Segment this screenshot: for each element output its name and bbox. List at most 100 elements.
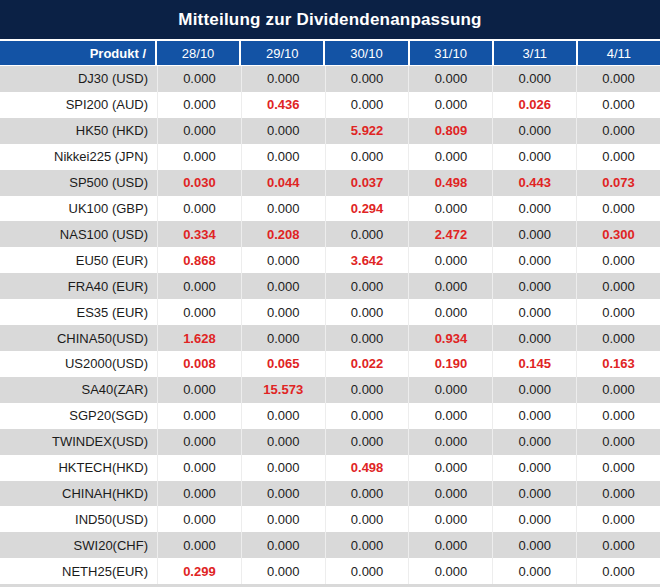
value-cell: 0.294 — [325, 196, 409, 222]
value-cell: 0.000 — [408, 273, 492, 299]
value-cell: 0.000 — [157, 506, 241, 532]
value-cell: 0.000 — [241, 403, 325, 429]
value-cell: 0.000 — [408, 481, 492, 507]
value-cell: 0.000 — [408, 532, 492, 558]
value-cell: 0.037 — [325, 170, 409, 196]
date-column-header: 3/11 — [494, 41, 576, 65]
product-cell: CHINAH(HKD) — [0, 481, 157, 507]
value-cell: 0.000 — [576, 273, 660, 299]
value-cell: 0.000 — [408, 377, 492, 403]
value-cell: 0.000 — [241, 325, 325, 351]
value-cell: 0.809 — [408, 118, 492, 144]
product-cell: TWINDEX(USD) — [0, 429, 157, 455]
value-cell: 0.000 — [241, 273, 325, 299]
table-row: SA40(ZAR)0.00015.5730.0000.0000.0000.000 — [0, 377, 660, 403]
table-row: UK100 (GBP)0.0000.0000.2940.0000.0000.00… — [0, 196, 660, 222]
product-cell: DJ30 (USD) — [0, 66, 157, 92]
value-cell: 0.000 — [325, 299, 409, 325]
value-cell: 0.000 — [241, 196, 325, 222]
value-cell: 0.000 — [325, 481, 409, 507]
value-cell: 0.000 — [576, 403, 660, 429]
table-row: TWINDEX(USD)0.0000.0000.0000.0000.0000.0… — [0, 429, 660, 455]
table-row: EU50 (EUR)0.8680.0003.6420.0000.0000.000 — [0, 247, 660, 273]
value-cell: 0.000 — [492, 481, 576, 507]
value-cell: 0.000 — [576, 196, 660, 222]
table-row: NAS100 (USD)0.3340.2080.0002.4720.0000.3… — [0, 221, 660, 247]
table-row: CHINAH(HKD)0.0000.0000.0000.0000.0000.00… — [0, 481, 660, 507]
value-cell: 0.000 — [241, 481, 325, 507]
value-cell: 0.000 — [157, 429, 241, 455]
value-cell: 0.000 — [492, 558, 576, 584]
value-cell: 0.000 — [325, 403, 409, 429]
value-cell: 0.000 — [408, 429, 492, 455]
value-cell: 0.000 — [157, 118, 241, 144]
table-row: SGP20(SGD)0.0000.0000.0000.0000.0000.000 — [0, 403, 660, 429]
value-cell: 0.000 — [576, 429, 660, 455]
value-cell: 0.000 — [576, 455, 660, 481]
value-cell: 0.000 — [408, 66, 492, 92]
value-cell: 0.000 — [492, 532, 576, 558]
value-cell: 0.000 — [325, 558, 409, 584]
value-cell: 0.145 — [492, 351, 576, 377]
value-cell: 0.436 — [241, 92, 325, 118]
product-cell: SP500 (USD) — [0, 170, 157, 196]
product-cell: SWI20(CHF) — [0, 532, 157, 558]
value-cell: 0.000 — [492, 118, 576, 144]
value-cell: 0.163 — [576, 351, 660, 377]
value-cell: 0.000 — [492, 247, 576, 273]
value-cell: 0.000 — [492, 221, 576, 247]
table-row: IND50(USD)0.0000.0000.0000.0000.0000.000 — [0, 506, 660, 532]
value-cell: 0.030 — [157, 170, 241, 196]
value-cell: 0.000 — [408, 558, 492, 584]
product-cell: IND50(USD) — [0, 506, 157, 532]
value-cell: 0.044 — [241, 170, 325, 196]
value-cell: 0.000 — [157, 92, 241, 118]
date-column-header: 28/10 — [157, 41, 239, 65]
value-cell: 0.000 — [576, 118, 660, 144]
value-cell: 0.000 — [576, 92, 660, 118]
value-cell: 0.065 — [241, 351, 325, 377]
value-cell: 0.000 — [492, 403, 576, 429]
value-cell: 0.000 — [492, 66, 576, 92]
value-cell: 5.922 — [325, 118, 409, 144]
value-cell: 0.000 — [408, 144, 492, 170]
value-cell: 0.000 — [492, 144, 576, 170]
product-column-header: Produkt / — [0, 41, 155, 65]
title-bar: Mitteilung zur Dividendenanpassung — [0, 0, 660, 41]
value-cell: 0.000 — [492, 325, 576, 351]
value-cell: 0.000 — [408, 455, 492, 481]
value-cell: 0.000 — [576, 481, 660, 507]
product-cell: NETH25(EUR) — [0, 558, 157, 584]
product-cell: ES35 (EUR) — [0, 299, 157, 325]
value-cell: 0.000 — [241, 118, 325, 144]
value-cell: 0.000 — [576, 377, 660, 403]
value-cell: 0.000 — [325, 273, 409, 299]
value-cell: 0.299 — [157, 558, 241, 584]
table-body: DJ30 (USD)0.0000.0000.0000.0000.0000.000… — [0, 66, 660, 584]
product-cell: US2000(USD) — [0, 351, 157, 377]
product-cell: Nikkei225 (JPN) — [0, 144, 157, 170]
value-cell: 0.000 — [408, 92, 492, 118]
date-column-header: 29/10 — [241, 41, 323, 65]
value-cell: 0.300 — [576, 221, 660, 247]
table-row: SPI200 (AUD)0.0000.4360.0000.0000.0260.0… — [0, 92, 660, 118]
value-cell: 0.000 — [492, 455, 576, 481]
value-cell: 0.000 — [492, 377, 576, 403]
product-cell: HK50 (HKD) — [0, 118, 157, 144]
value-cell: 0.000 — [408, 403, 492, 429]
value-cell: 15.573 — [241, 377, 325, 403]
table-row: US2000(USD)0.0080.0650.0220.1900.1450.16… — [0, 351, 660, 377]
table-row: HKTECH(HKD)0.0000.0000.4980.0000.0000.00… — [0, 455, 660, 481]
value-cell: 0.000 — [576, 299, 660, 325]
value-cell: 0.443 — [492, 170, 576, 196]
value-cell: 0.000 — [576, 532, 660, 558]
value-cell: 0.000 — [325, 377, 409, 403]
value-cell: 0.000 — [325, 66, 409, 92]
value-cell: 0.000 — [241, 532, 325, 558]
value-cell: 0.868 — [157, 247, 241, 273]
page-title: Mitteilung zur Dividendenanpassung — [178, 10, 481, 30]
value-cell: 0.000 — [241, 66, 325, 92]
value-cell: 0.208 — [241, 221, 325, 247]
value-cell: 0.498 — [408, 170, 492, 196]
value-cell: 3.642 — [325, 247, 409, 273]
